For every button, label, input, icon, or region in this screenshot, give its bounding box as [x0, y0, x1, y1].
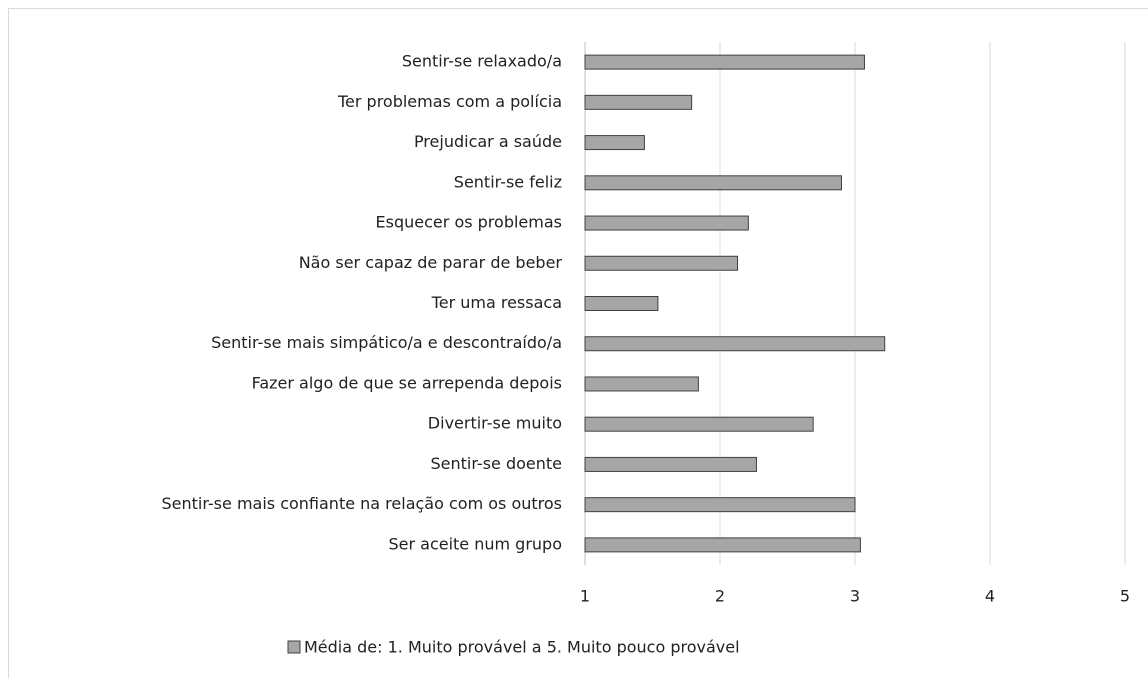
bar [584, 456, 757, 472]
x-tick-label: 2 [715, 587, 725, 606]
x-tick-label: 5 [1120, 587, 1130, 606]
legend-label: Média de: 1. Muito provável a 5. Muito p… [304, 638, 740, 657]
bar [584, 94, 693, 110]
y-tick-label: Fazer algo de que se arrependa depois [252, 373, 562, 392]
x-tick-label: 3 [850, 587, 860, 606]
y-tick-label: Não ser capaz de parar de beber [299, 253, 563, 272]
y-tick-label: Prejudicar a saúde [414, 132, 562, 151]
bar [584, 296, 659, 311]
x-tick-label: 1 [580, 587, 590, 606]
bar [584, 175, 842, 191]
y-tick-label: Ter uma ressaca [431, 293, 562, 312]
bar [584, 135, 645, 151]
y-tick-label: Sentir-se feliz [454, 172, 562, 191]
y-tick-label: Sentir-se mais confiante na relação com … [161, 494, 562, 513]
chart-frame [8, 8, 1148, 678]
bar [584, 497, 856, 513]
legend-swatch [287, 640, 301, 654]
bar [584, 336, 886, 352]
y-tick-label: Ser aceite num grupo [388, 534, 562, 553]
x-tick-label: 4 [985, 587, 995, 606]
y-tick-label: Esquecer os problemas [376, 213, 562, 232]
bar [584, 376, 699, 392]
bar [584, 537, 861, 553]
y-tick-label: Sentir-se mais simpático/a e descontraíd… [211, 333, 562, 352]
y-tick-label: Ter problemas com a polícia [337, 92, 562, 111]
bar [584, 215, 749, 231]
y-tick-label: Sentir-se doente [431, 454, 563, 473]
bar [584, 416, 814, 432]
bar [584, 255, 739, 271]
y-tick-label: Sentir-se relaxado/a [402, 52, 562, 71]
bar [584, 54, 865, 70]
y-tick-label: Divertir-se muito [428, 414, 562, 433]
